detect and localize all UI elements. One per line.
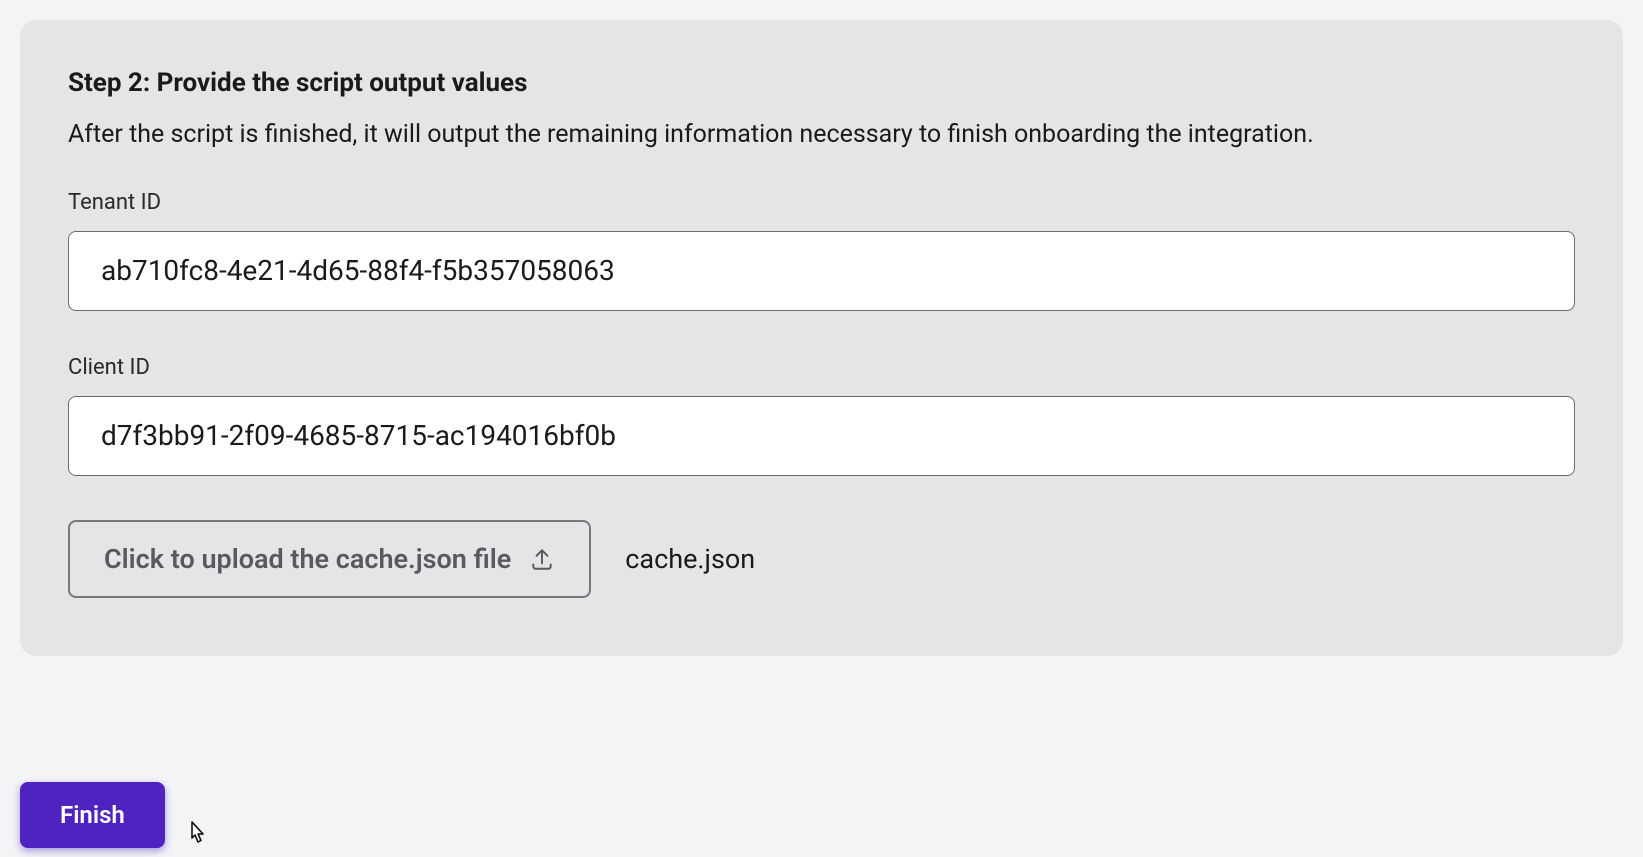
step-panel: Step 2: Provide the script output values…: [20, 20, 1623, 656]
upload-row: Click to upload the cache.json file cach…: [68, 520, 1575, 598]
upload-button-label: Click to upload the cache.json file: [104, 543, 511, 575]
tenant-id-label: Tenant ID: [68, 190, 1575, 215]
client-id-field-group: Client ID: [68, 355, 1575, 476]
step-description: After the script is finished, it will ou…: [68, 118, 1575, 152]
upload-cache-button[interactable]: Click to upload the cache.json file: [68, 520, 591, 598]
tenant-id-field-group: Tenant ID: [68, 190, 1575, 311]
step-title: Step 2: Provide the script output values: [68, 68, 1575, 98]
finish-button[interactable]: Finish: [20, 782, 165, 848]
upload-icon: [529, 546, 555, 572]
uploaded-filename: cache.json: [625, 543, 755, 575]
client-id-input[interactable]: [68, 396, 1575, 476]
client-id-label: Client ID: [68, 355, 1575, 380]
tenant-id-input[interactable]: [68, 231, 1575, 311]
pointer-cursor-icon: [184, 820, 210, 854]
